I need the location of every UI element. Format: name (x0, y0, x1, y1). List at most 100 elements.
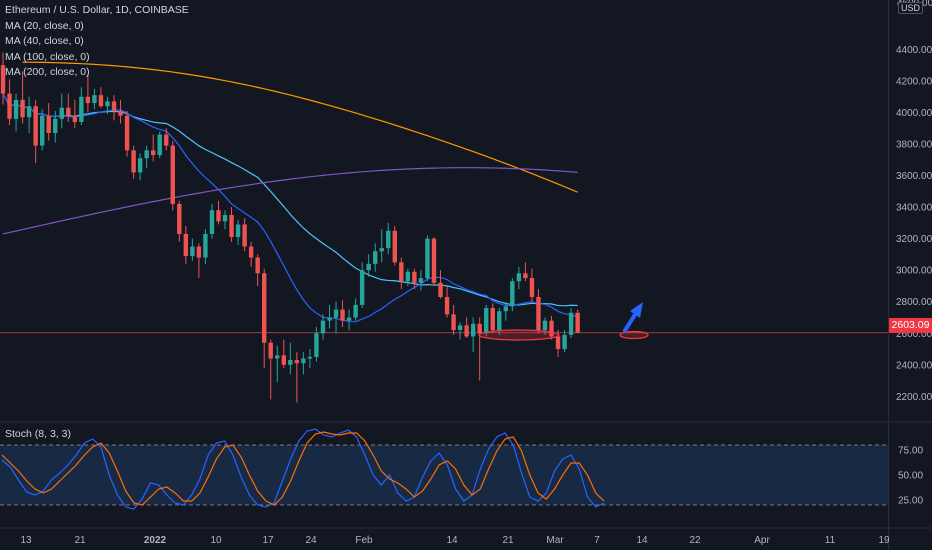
price-tick-label: 3000.00 (896, 266, 932, 277)
price-tick-label: 2600.00 (896, 329, 932, 340)
time-tick-label: 13 (20, 535, 32, 546)
time-tick-label: 7 (594, 535, 600, 546)
candle-up (516, 273, 522, 282)
candle-up (510, 281, 515, 307)
time-tick-label: Feb (355, 535, 373, 546)
candle-down (177, 203, 182, 234)
chart-title: Ethereum / U.S. Dollar, 1D, COINBASE (5, 4, 189, 16)
stoch-band (0, 445, 888, 505)
time-tick-label: 19 (878, 535, 890, 546)
candle-down (555, 336, 561, 350)
candle-down (85, 96, 91, 104)
candle-up (209, 210, 215, 234)
candle-down (46, 115, 51, 133)
stoch-k-line (1, 428, 605, 510)
candle-down (464, 325, 469, 337)
candle-up (425, 238, 430, 279)
ma100-label: MA (100, close, 0) (5, 50, 90, 63)
support-ellipse (478, 329, 560, 341)
candle-up (275, 355, 280, 359)
stoch-label: Stoch (8, 3, 3) (5, 428, 71, 440)
candle-up (13, 99, 19, 119)
time-tick-label: 24 (305, 535, 317, 546)
candle-down (262, 273, 267, 343)
ma100-line (22, 61, 578, 193)
candle-up (105, 101, 110, 107)
candle-down (183, 233, 189, 256)
candle-down (131, 150, 136, 173)
stoch-tick-label: 50.00 (898, 471, 923, 482)
price-tick-label: 3400.00 (896, 203, 932, 214)
candle-up (157, 134, 162, 156)
candle-up (92, 95, 97, 104)
price-tick-label: 4200.00 (896, 76, 932, 87)
candle-down (536, 297, 541, 331)
candle-down (7, 93, 12, 119)
candle-down (98, 95, 104, 107)
candle-down (268, 342, 273, 359)
ma20-line (2, 93, 578, 323)
candle-down (490, 308, 495, 331)
candle-down (20, 99, 25, 118)
stoch-tick-label: 75.00 (898, 446, 923, 457)
candle-down (255, 257, 260, 274)
candle-down (399, 262, 404, 282)
candle-up (320, 320, 326, 334)
candle-up (359, 270, 365, 305)
price-tick-label: 4400.00 (896, 45, 932, 56)
candle-up (366, 263, 371, 271)
candle-up (59, 107, 64, 119)
candle-up (405, 271, 411, 282)
ma40-label: MA (40, close, 0) (5, 35, 84, 47)
time-tick-label: Mar (546, 535, 564, 546)
candle-up (333, 309, 339, 318)
price-tick-label: 3600.00 (896, 171, 932, 182)
candle-up (301, 358, 306, 364)
time-tick-label: 2022 (144, 535, 167, 546)
candle-down (0, 65, 6, 94)
time-tick-label: Apr (754, 535, 770, 546)
time-tick-label: 10 (210, 535, 222, 546)
candle-up (203, 233, 208, 258)
candle-down (72, 115, 78, 122)
candle-down (170, 145, 175, 204)
support-ellipse-small (619, 330, 649, 340)
candle-up (79, 96, 84, 122)
candle-up (26, 106, 32, 118)
time-tick-label: 22 (689, 535, 701, 546)
time-tick-label: 14 (636, 535, 648, 546)
candle-up (379, 248, 384, 252)
candle-down (529, 278, 535, 297)
time-tick-label: 21 (502, 535, 514, 546)
candle-up (373, 251, 378, 264)
time-tick-label: 17 (262, 535, 274, 546)
candle-down (124, 115, 130, 151)
currency-unit-label[interactable]: USD (898, 2, 924, 14)
candle-up (470, 323, 476, 337)
candle-down (229, 215, 234, 238)
candle-up (503, 306, 509, 312)
candle-down (33, 106, 38, 146)
candle-down (549, 320, 554, 337)
candle-up (222, 215, 228, 222)
candle-up (418, 278, 424, 283)
candle-down (412, 271, 417, 283)
arrow-shaft (622, 311, 638, 334)
candle-down (281, 355, 286, 365)
candle-down (111, 101, 117, 111)
candle-up (314, 333, 319, 357)
candle-up (307, 356, 313, 359)
candle-up (386, 230, 391, 249)
candle-down (444, 297, 450, 315)
candle-up (497, 311, 502, 331)
candle-up (53, 118, 58, 133)
chart-legend: Ethereum / U.S. Dollar, 1D, COINBASE MA … (5, 3, 189, 81)
time-tick-label: 14 (446, 535, 458, 546)
candle-up (39, 115, 45, 146)
price-tick-label: 2400.00 (896, 360, 932, 371)
arrow-up-icon (630, 302, 643, 318)
candle-up (457, 325, 463, 331)
candle-up (190, 246, 195, 256)
last-price-tag: 2603.09 (889, 318, 932, 333)
